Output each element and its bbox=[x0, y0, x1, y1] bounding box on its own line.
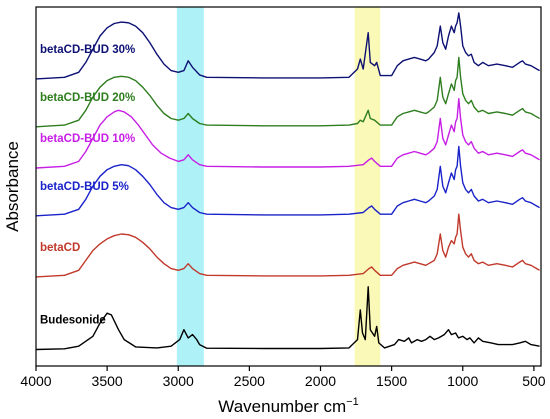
x-tick-label: 500 bbox=[522, 373, 546, 389]
series-line-2 bbox=[35, 213, 540, 278]
x-tick-label: 1500 bbox=[376, 373, 407, 389]
series-label-1: Budesonide bbox=[40, 315, 106, 327]
x-tick-label: 3500 bbox=[92, 373, 123, 389]
x-tick-label: 1000 bbox=[447, 373, 478, 389]
series-label-6: betaCD-BUD 30% bbox=[40, 44, 135, 56]
x-tick-label: 3000 bbox=[163, 373, 194, 389]
x-axis-title-text: Wavenumber cm bbox=[218, 397, 346, 416]
series-labels: Budesonide betaCD betaCD-BUD 5% betaCD-BUD … bbox=[40, 44, 135, 327]
series-label-2: betaCD bbox=[40, 242, 80, 254]
series-line-6 bbox=[35, 12, 540, 80]
x-axis-ticks: 4000 3500 3000 2500 2000 1500 1000 500 bbox=[20, 366, 546, 389]
series-label-3: betaCD-BUD 5% bbox=[40, 181, 129, 193]
x-axis-title: Wavenumber cm−1 bbox=[218, 396, 358, 416]
series-line-3 bbox=[35, 145, 540, 217]
highlight-bands bbox=[176, 7, 381, 366]
series-line-4 bbox=[35, 98, 540, 169]
plot-frame bbox=[35, 6, 542, 367]
series-line-5 bbox=[35, 56, 540, 128]
x-tick-label: 4000 bbox=[20, 373, 51, 389]
x-tick-label: 2500 bbox=[234, 373, 265, 389]
series-label-4: betaCD-BUD 10% bbox=[40, 133, 135, 145]
series-label-5: betaCD-BUD 20% bbox=[40, 92, 135, 104]
series-lines bbox=[35, 12, 540, 351]
highlight-band-1 bbox=[176, 7, 204, 366]
x-tick-label: 2000 bbox=[305, 373, 336, 389]
x-axis-title-superscript: −1 bbox=[346, 396, 359, 408]
y-axis-title: Absorbance bbox=[3, 141, 22, 232]
series-line-1 bbox=[35, 286, 540, 351]
